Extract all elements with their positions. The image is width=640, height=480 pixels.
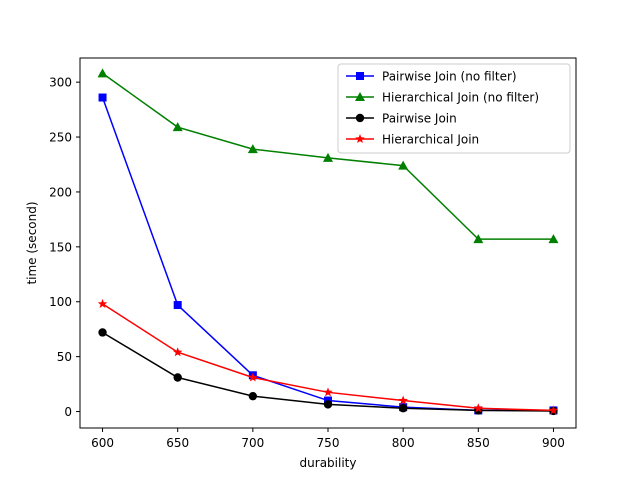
x-tick-label: 850 <box>467 436 490 450</box>
legend-label: Hierarchical Join <box>382 133 479 147</box>
series-hierarchical-join-no-filter <box>97 68 559 244</box>
data-point <box>473 234 484 244</box>
data-point <box>247 144 258 154</box>
x-tick-label: 800 <box>392 436 415 450</box>
legend-marker <box>355 134 365 144</box>
y-axis-label: time (second) <box>25 201 39 284</box>
legend-box <box>337 63 571 154</box>
data-point <box>97 298 108 308</box>
y-tick-label: 0 <box>64 405 72 419</box>
legend-item-pairwise-join: Pairwise Join <box>346 112 457 126</box>
y-tick-label: 50 <box>57 350 72 364</box>
legend: Pairwise Join (no filter) Hierarchical Jo… <box>337 63 571 154</box>
x-tick-label: 900 <box>542 436 565 450</box>
series-pairwise-join <box>98 328 558 416</box>
series-hierarchical-join <box>97 298 559 415</box>
data-point <box>398 395 408 405</box>
data-point <box>98 328 107 337</box>
data-point <box>473 403 484 413</box>
x-axis-label: durability <box>300 456 357 470</box>
x-tick-label: 650 <box>166 436 189 450</box>
legend-marker <box>356 72 364 80</box>
data-point <box>323 387 333 397</box>
data-point <box>98 93 107 102</box>
data-point <box>248 391 258 401</box>
x-tick-label: 750 <box>317 436 340 450</box>
data-point <box>398 160 409 170</box>
data-point <box>173 373 182 382</box>
data-point <box>172 122 183 132</box>
data-point <box>323 400 333 409</box>
series-line <box>102 303 554 412</box>
legend-marker <box>355 113 365 123</box>
x-axis: 600 650 700 750 800 850 900 <box>91 428 565 450</box>
legend-marker <box>355 92 365 101</box>
data-point <box>173 301 182 310</box>
data-point <box>248 372 258 382</box>
data-point <box>97 68 108 78</box>
data-point <box>548 234 559 244</box>
data-point <box>323 152 333 162</box>
y-axis: 0 50 100 150 200 250 300 <box>49 76 80 419</box>
legend-label: Pairwise Join (no filter) <box>382 70 517 84</box>
y-tick-label: 200 <box>49 185 72 199</box>
data-point <box>172 347 183 357</box>
legend-item-hierarchical-join: Hierarchical Join <box>346 133 479 147</box>
x-tick-label: 700 <box>241 436 264 450</box>
data-point <box>548 405 559 415</box>
y-tick-label: 150 <box>49 240 72 254</box>
legend-label: Pairwise Join <box>382 112 457 126</box>
y-tick-label: 300 <box>49 76 72 90</box>
data-point <box>398 404 408 413</box>
legend-item-hierarchical-join-no-filter: Hierarchical Join (no filter) <box>346 91 539 105</box>
legend-label: Hierarchical Join (no filter) <box>382 91 539 105</box>
legend-item-pairwise-join-no-filter: Pairwise Join (no filter) <box>346 70 517 84</box>
y-tick-label: 100 <box>49 295 72 309</box>
y-tick-label: 250 <box>49 131 72 145</box>
series-layer <box>97 68 559 416</box>
x-tick-label: 600 <box>91 436 114 450</box>
